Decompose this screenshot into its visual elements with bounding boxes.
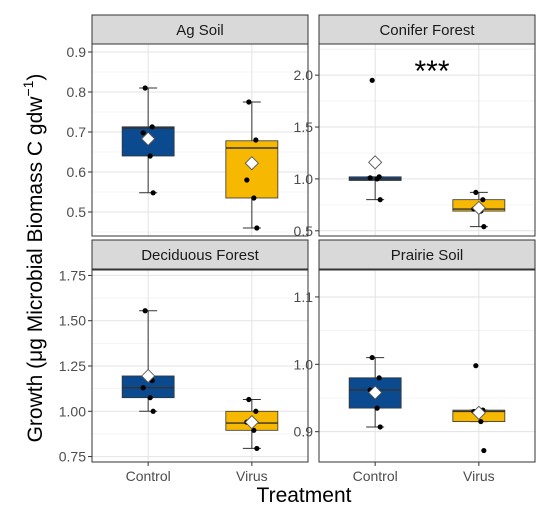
data-point xyxy=(142,308,148,314)
data-point xyxy=(369,354,375,361)
y-tick-label: 0.6 xyxy=(67,164,87,180)
data-point xyxy=(374,176,380,182)
box-virus xyxy=(225,396,279,452)
data-point xyxy=(473,363,479,369)
data-point xyxy=(140,130,146,136)
x-tick-label-virus: Virus xyxy=(236,468,268,484)
panel-strip xyxy=(318,14,536,45)
panel-title: Conifer Forest xyxy=(379,22,475,39)
panel-strip xyxy=(91,14,309,45)
box-virus xyxy=(225,99,279,231)
panel-title: Prairie Soil xyxy=(391,247,464,264)
y-tick-label: 0.9 xyxy=(67,44,87,60)
data-point xyxy=(246,99,252,105)
panel-title: Deciduous Forest xyxy=(141,247,259,264)
data-point xyxy=(251,195,257,201)
data-point xyxy=(473,189,479,196)
mean-diamond xyxy=(368,385,383,400)
box-control xyxy=(121,85,175,196)
panel-title: Ag Soil xyxy=(176,22,224,39)
data-point xyxy=(244,177,250,183)
plot-background xyxy=(319,270,535,462)
data-point xyxy=(478,418,484,425)
y-tick-label: 1.0 xyxy=(294,356,314,372)
panel-border xyxy=(318,43,536,237)
mean-diamond xyxy=(141,131,156,146)
mean-diamond xyxy=(244,156,259,171)
y-tick-label: 1.50 xyxy=(59,313,86,329)
x-tick-label-control: Control xyxy=(126,468,171,484)
y-axis-title-superscript: −1 xyxy=(20,80,36,96)
y-axis-title-main: Growth (μg Microbial Biomass C gdw xyxy=(24,96,47,443)
box-control xyxy=(348,77,402,203)
y-axis-title-close: ) xyxy=(24,74,47,81)
data-point xyxy=(150,190,156,196)
data-point xyxy=(254,225,260,231)
panel-border xyxy=(91,43,309,237)
y-tick-label: 1.1 xyxy=(294,289,314,305)
panels-group: Ag Soil 0.5 0.6 0.7 0.8 0.9 Conifer Forest 0.5 1… xyxy=(59,14,536,484)
y-tick-label: 1.0 xyxy=(294,171,314,187)
mean-diamond xyxy=(244,415,259,430)
data-point xyxy=(147,153,153,159)
box-virus xyxy=(452,189,506,230)
panel-ag-soil: Ag Soil 0.5 0.6 0.7 0.8 0.9 xyxy=(67,14,309,237)
y-tick-label: 1.75 xyxy=(59,267,86,283)
data-point xyxy=(480,197,486,203)
data-point xyxy=(149,124,155,130)
y-tick-label: 1.25 xyxy=(59,358,86,374)
mean-diamond xyxy=(141,368,156,384)
y-tick-label: 0.7 xyxy=(67,124,87,140)
y-axis-title: Growth (μg Microbial Biomass C gdw−1) xyxy=(20,74,47,443)
data-point xyxy=(142,85,148,91)
data-point xyxy=(376,375,382,381)
data-point xyxy=(374,405,380,411)
significance-annotation: *** xyxy=(414,55,449,88)
mean-diamond xyxy=(471,200,486,216)
panel-strip xyxy=(318,239,536,270)
data-point xyxy=(150,408,156,414)
y-tick-label: 0.8 xyxy=(67,84,87,100)
box-control xyxy=(121,308,175,414)
y-tick-label: 2.0 xyxy=(294,67,314,83)
data-point xyxy=(140,385,146,391)
y-tick-label: 0.9 xyxy=(294,424,314,440)
x-axis-title: Treatment xyxy=(257,484,352,507)
panel-deciduous-forest: Deciduous Forest 0.75 1.00 1.25 1.50 1.75 Cont… xyxy=(59,239,309,484)
data-point xyxy=(481,447,487,454)
panel-border xyxy=(318,269,536,463)
panel-prairie-soil: Prairie Soil 0.9 1.0 1.1 Control Virus xyxy=(294,239,536,484)
y-tick-label: 1.00 xyxy=(59,403,86,419)
x-tick-label-virus: Virus xyxy=(463,468,495,484)
box-control xyxy=(348,354,402,430)
y-tick-label: 0.75 xyxy=(59,449,86,465)
data-point xyxy=(253,408,259,414)
panel-conifer-forest: Conifer Forest 0.5 1.0 1.5 2.0 *** xyxy=(294,14,536,239)
data-point xyxy=(251,427,257,433)
data-point xyxy=(367,175,373,181)
mean-diamond xyxy=(368,155,383,170)
data-point xyxy=(481,224,487,230)
data-point xyxy=(253,137,259,143)
data-point xyxy=(254,445,260,452)
data-point xyxy=(377,197,383,203)
panel-strip xyxy=(91,239,309,270)
data-point xyxy=(377,424,383,430)
data-point xyxy=(147,395,153,401)
mean-diamond xyxy=(471,405,486,420)
y-tick-label: 1.5 xyxy=(294,119,314,135)
data-point xyxy=(369,77,375,83)
box-virus xyxy=(452,363,506,454)
y-tick-label: 0.5 xyxy=(294,223,314,239)
panel-border xyxy=(91,269,309,463)
data-point xyxy=(246,396,252,403)
x-tick-label-control: Control xyxy=(353,468,398,484)
y-tick-label: 0.5 xyxy=(67,204,87,220)
